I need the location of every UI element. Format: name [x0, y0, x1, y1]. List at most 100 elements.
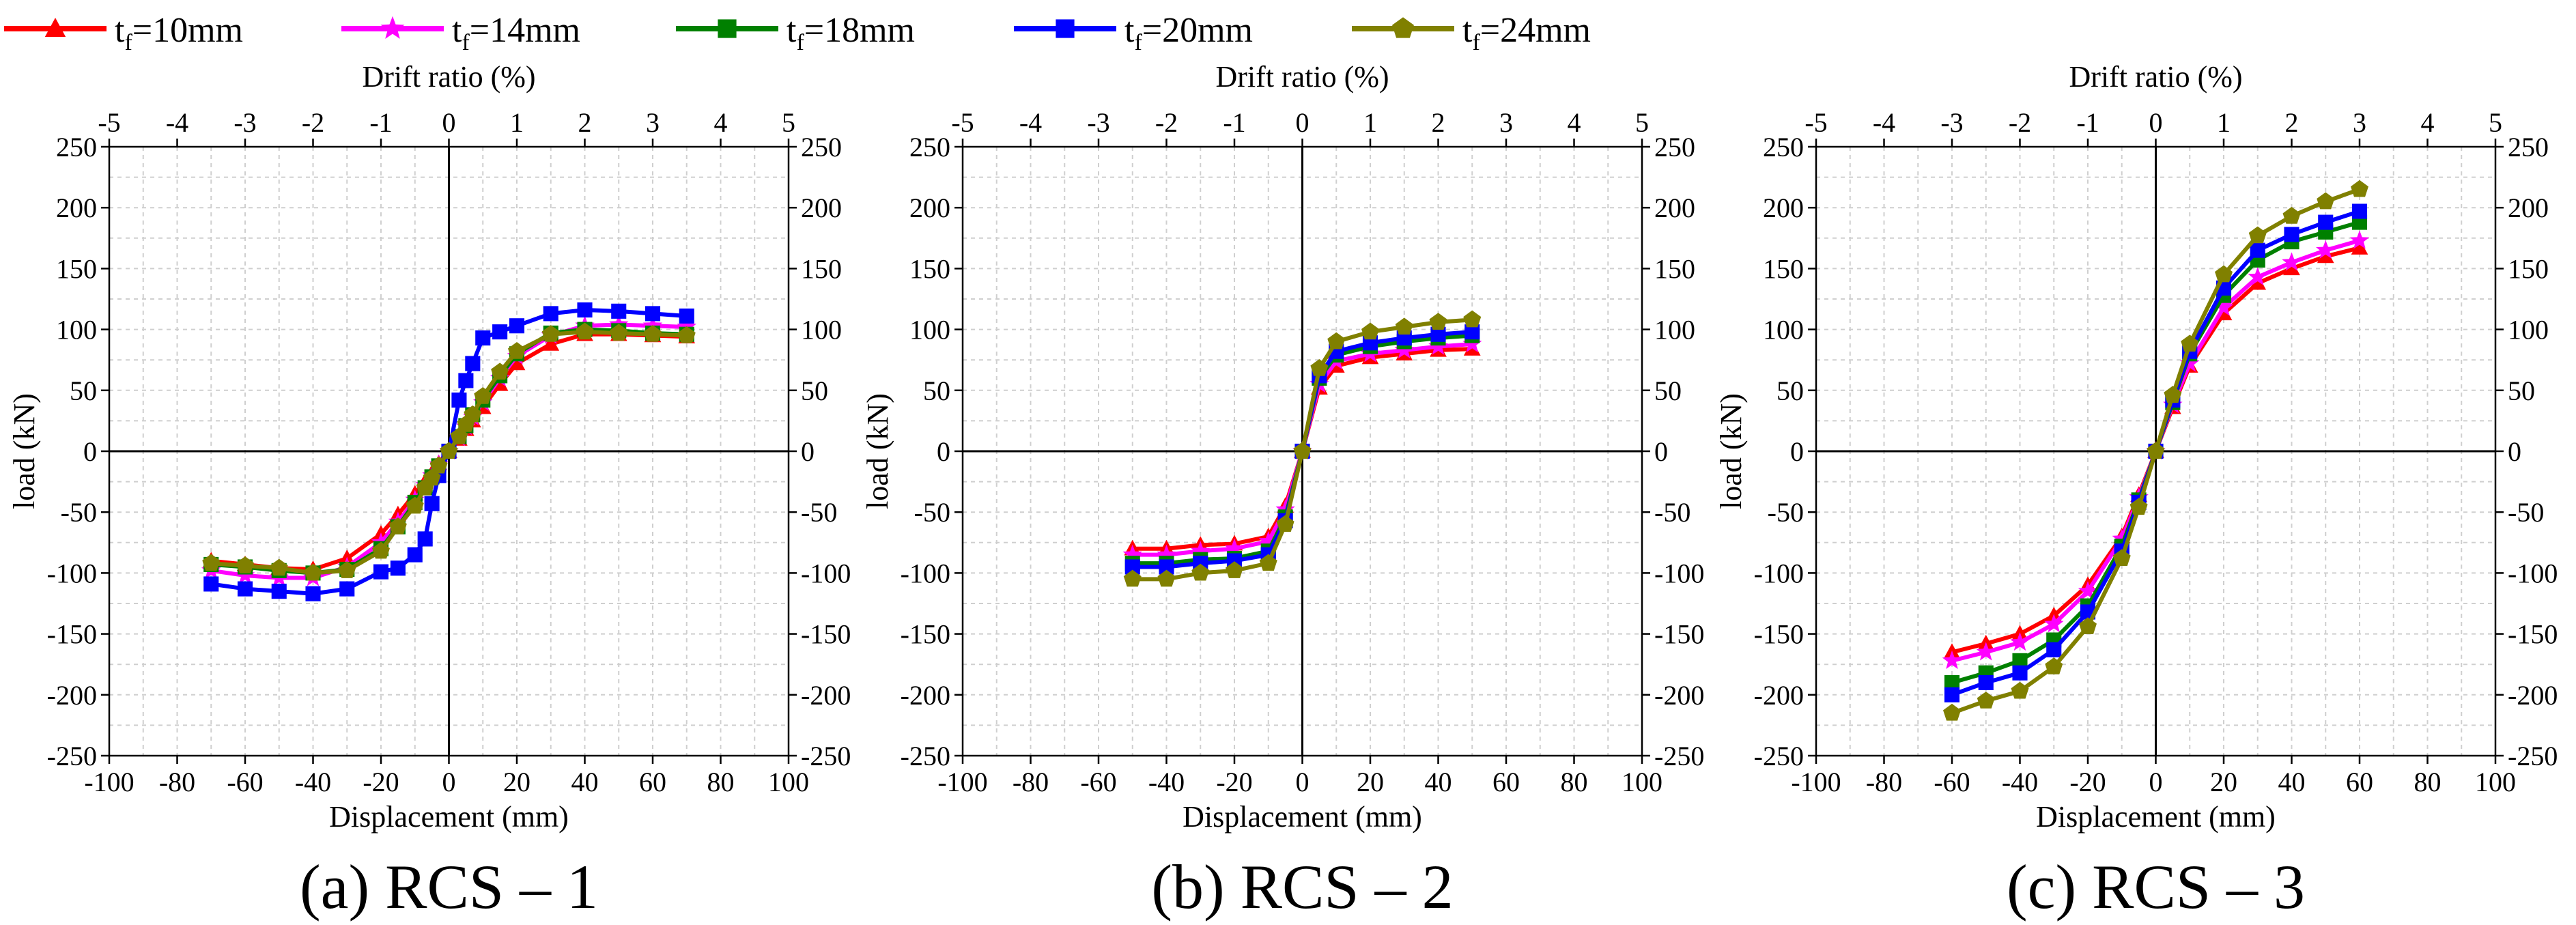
data-point	[2351, 203, 2368, 219]
y-axis-title: load (kN)	[861, 393, 894, 509]
data-point	[440, 442, 458, 459]
legend-label: tf=14mm	[452, 11, 580, 55]
top-x-tick-label: 3	[646, 107, 660, 138]
data-point	[2282, 252, 2302, 271]
x-tick-label: -100	[937, 767, 987, 797]
data-point	[2284, 227, 2299, 242]
data-point	[2249, 274, 2267, 290]
chart-panels: -100 -80 -60 -40 -20 0 20 40 60 80 100-5 -4 -3 -2 -1 0 1…	[8, 60, 2558, 922]
top-x-tick-label: -2	[1155, 107, 1178, 138]
data-point	[1276, 515, 1294, 532]
y-axis-title: load (kN)	[8, 393, 41, 509]
legend-marker-icon	[44, 18, 66, 37]
data-point	[305, 586, 321, 601]
y-tick-label: -200	[1754, 680, 1804, 711]
panel-caption: (b) RCS – 2	[1151, 852, 1453, 922]
right-y-tick-label: 0	[801, 436, 815, 467]
y-tick-label: -50	[61, 497, 97, 528]
top-x-tick-label: 2	[578, 107, 592, 138]
legend-item: tf=24mm	[1352, 11, 1591, 55]
data-point	[644, 325, 662, 342]
data-point	[2046, 642, 2062, 657]
legend-marker-icon	[380, 16, 405, 39]
data-point	[642, 315, 663, 335]
legend: tf=10mm tf=14mm tf=18mm tf=20mm tf=24mm	[4, 11, 1591, 55]
x-tick-label: -20	[363, 767, 399, 797]
x-tick-label: -100	[1791, 767, 1841, 797]
top-x-tick-label: 0	[442, 107, 456, 138]
data-point	[576, 322, 594, 340]
top-x-tick-label: -4	[166, 107, 188, 138]
data-point	[577, 302, 593, 318]
data-series	[1123, 310, 1482, 587]
data-point	[2079, 617, 2097, 634]
top-x-tick-label: -3	[1087, 107, 1109, 138]
data-point	[2248, 266, 2267, 285]
chart-panel: -100 -80 -60 -40 -20 0 20 40 60 80 100-5 -4 -3 -2 -1 0 1…	[1714, 60, 2558, 922]
y-tick-label: 50	[70, 375, 97, 406]
data-point	[424, 496, 440, 511]
data-point	[1361, 322, 1379, 340]
panel-caption: (a) RCS – 1	[300, 852, 598, 922]
x-tick-label: 40	[571, 767, 599, 797]
data-point	[2147, 442, 2165, 459]
data-point	[2250, 242, 2265, 258]
right-y-tick-label: -100	[801, 558, 851, 588]
top-x-tick-label: 3	[1499, 107, 1513, 138]
y-tick-label: 100	[909, 315, 950, 345]
x-tick-label: -60	[1934, 767, 1970, 797]
legend-label-subscript: f	[462, 30, 470, 55]
data-point	[202, 554, 221, 571]
right-y-tick-label: 0	[1654, 436, 1668, 467]
data-series	[202, 322, 696, 581]
data-point	[2351, 239, 2368, 255]
legend-label-subscript: f	[796, 30, 804, 55]
data-point	[611, 303, 627, 319]
data-point	[388, 517, 407, 535]
top-x-tick-label: -1	[2076, 107, 2099, 138]
data-point	[429, 456, 448, 474]
data-point	[465, 356, 481, 371]
right-y-tick-label: -150	[801, 619, 851, 650]
x-tick-label: 60	[639, 767, 666, 797]
data-point	[1191, 541, 1211, 560]
data-point	[1943, 703, 1961, 721]
y-tick-label: -250	[47, 741, 97, 771]
right-y-tick-label: -250	[1654, 741, 1704, 771]
y-tick-label: 100	[1763, 315, 1804, 345]
data-point	[339, 581, 355, 597]
data-point	[2316, 240, 2336, 259]
x-tick-label: 20	[2210, 767, 2237, 797]
data-point	[464, 405, 482, 423]
y-tick-label: -50	[1768, 497, 1804, 528]
data-point	[1157, 569, 1176, 587]
data-point	[2112, 549, 2131, 567]
legend-label-main: t	[1462, 11, 1473, 50]
data-point	[2045, 657, 2063, 674]
top-x-tick-label: -1	[1223, 107, 1245, 138]
top-x-tick-label: 0	[1296, 107, 1310, 138]
legend-label: tf=10mm	[115, 11, 243, 55]
legend-label-value: =18mm	[804, 11, 915, 50]
data-point	[1310, 359, 1329, 376]
data-point	[1942, 650, 1962, 669]
top-x-tick-label: 3	[2353, 107, 2366, 138]
right-y-tick-label: 100	[2508, 315, 2549, 345]
data-point	[2129, 498, 2148, 515]
x-tick-label: -60	[1080, 767, 1116, 797]
y-tick-label: 250	[909, 132, 950, 162]
data-point	[236, 556, 254, 573]
data-point	[1977, 692, 1995, 709]
data-point	[508, 342, 526, 359]
panel-caption: (c) RCS – 3	[2007, 852, 2305, 922]
right-y-tick-label: -50	[801, 497, 837, 528]
x-tick-label: -20	[2069, 767, 2106, 797]
top-x-axis-title: Drift ratio (%)	[1215, 60, 1389, 94]
y-tick-label: -250	[1754, 741, 1804, 771]
x-tick-label: 0	[1296, 767, 1310, 797]
top-x-tick-label: -1	[369, 107, 392, 138]
right-y-tick-label: 150	[801, 253, 842, 284]
y-tick-label: 250	[1763, 132, 1804, 162]
right-y-tick-label: 150	[2508, 253, 2549, 284]
data-point	[2181, 335, 2199, 352]
